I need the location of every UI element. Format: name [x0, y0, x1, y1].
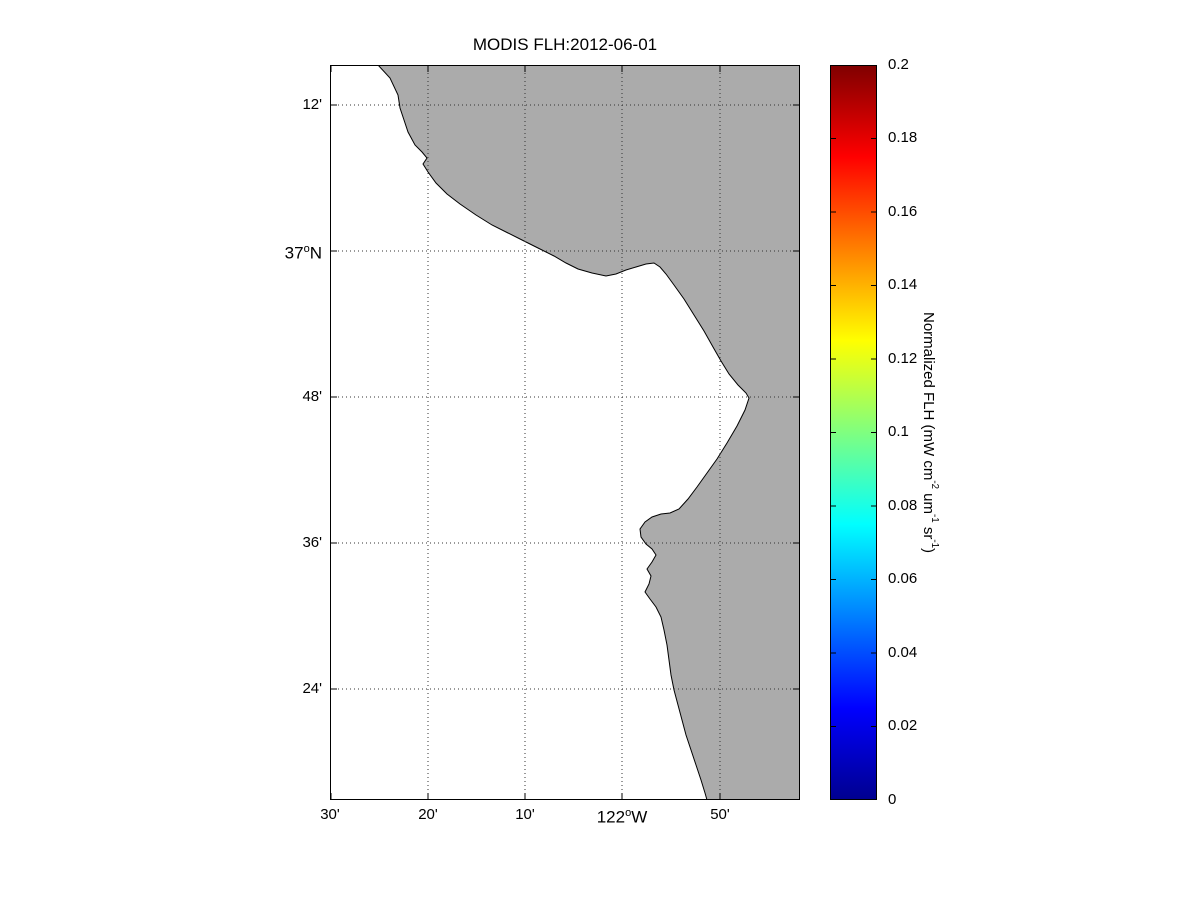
y-tick-degrees: 37 [284, 243, 304, 263]
plot-title: MODIS FLH:2012-06-01 [472, 35, 658, 54]
x-tick-label: 122oW [577, 804, 667, 827]
superscript-exponent: -2 [929, 480, 940, 489]
coastline [377, 65, 750, 800]
colorbar-axis-label: Normalized FLH (mW cm-2 um-1 sr-1) [916, 65, 944, 800]
y-tick-label: 36' [302, 534, 322, 551]
colorbar-tick-label: 0.12 [888, 350, 918, 367]
colorbar-tick-label: 0.06 [888, 570, 918, 587]
colorbar-label-text: sr [920, 522, 937, 540]
superscript-exponent: -1 [929, 514, 940, 523]
axis-ticks [330, 65, 800, 800]
superscript-exponent: -1 [929, 539, 940, 549]
grid-lines [330, 65, 800, 800]
colorbar-tick-label: 0.08 [888, 497, 918, 514]
y-tick-label: 24' [302, 680, 322, 697]
colorbar-tick-label: 0 [888, 791, 897, 808]
colorbar-label-text: ) [920, 548, 937, 554]
colorbar-gradient [830, 65, 877, 800]
colorbar-tick-label: 0.02 [888, 717, 918, 734]
colorbar-tick-label: 0.1 [888, 423, 909, 440]
colorbar-tick-label: 0.04 [888, 644, 918, 661]
x-tick-hemisphere: W [631, 807, 648, 827]
x-tick-label: 10' [515, 806, 535, 823]
colorbar-ticks-svg [830, 65, 877, 800]
x-tick-label: 20' [418, 806, 438, 823]
colorbar-label-text: Normalized FLH (mW cm [920, 311, 937, 481]
x-tick-degrees: 122 [596, 807, 626, 827]
y-tick-label: 48' [302, 388, 322, 405]
colorbar-tick-label: 0.14 [888, 276, 918, 293]
colorbar-tick-label: 0.2 [888, 56, 909, 73]
x-tick-label: 30' [320, 806, 340, 823]
colorbar-box [830, 65, 877, 800]
colorbar-tick-label: 0.18 [888, 129, 918, 146]
map-plot [330, 65, 800, 800]
axes-box [330, 65, 800, 800]
land-polygon [378, 65, 800, 800]
y-tick-label: 37oN [230, 240, 322, 263]
y-tick-hemisphere: N [309, 243, 322, 263]
degree-symbol: o [625, 807, 632, 819]
colorbar-tick-label: 0.16 [888, 203, 918, 220]
degree-symbol: o [303, 243, 310, 255]
x-tick-label: 50' [710, 806, 730, 823]
map-svg [330, 65, 800, 800]
y-tick-label: 12' [302, 96, 322, 113]
colorbar-tick-marks [830, 138, 877, 727]
colorbar-label-text: um [920, 488, 937, 514]
